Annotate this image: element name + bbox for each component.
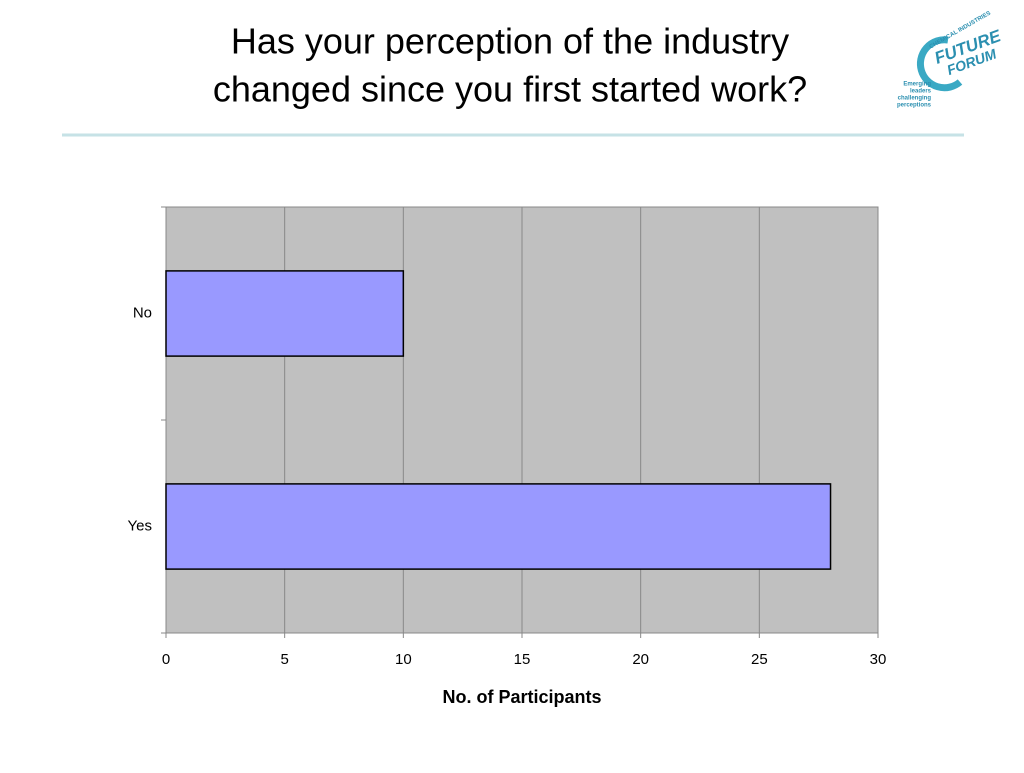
logo-tagline: Emerging bbox=[903, 82, 931, 88]
x-tick-label: 25 bbox=[751, 651, 768, 668]
title-line: changed since you first started work? bbox=[213, 69, 807, 110]
x-tick-label: 5 bbox=[280, 651, 288, 668]
y-tick-label: Yes bbox=[128, 517, 152, 534]
x-axis-label: No. of Participants bbox=[442, 687, 601, 707]
title-line: Has your perception of the industry bbox=[231, 21, 789, 62]
logo-ring bbox=[916, 36, 963, 92]
y-tick-label: No bbox=[133, 304, 152, 321]
x-tick-label: 20 bbox=[632, 651, 649, 668]
logo-tagline: leaders bbox=[910, 89, 932, 95]
bar bbox=[165, 270, 405, 357]
x-tick-label: 30 bbox=[870, 651, 887, 668]
logo-tagline: challenging bbox=[898, 96, 932, 102]
logo-tagline: perceptions bbox=[897, 103, 932, 109]
x-tick-label: 10 bbox=[395, 651, 412, 668]
logo: CHEMICAL INDUSTRIES FUTURE FORUM Emergin… bbox=[897, 11, 1004, 109]
x-tick-label: 15 bbox=[514, 651, 531, 668]
bar bbox=[165, 483, 832, 570]
x-tick-label: 0 bbox=[162, 651, 170, 668]
